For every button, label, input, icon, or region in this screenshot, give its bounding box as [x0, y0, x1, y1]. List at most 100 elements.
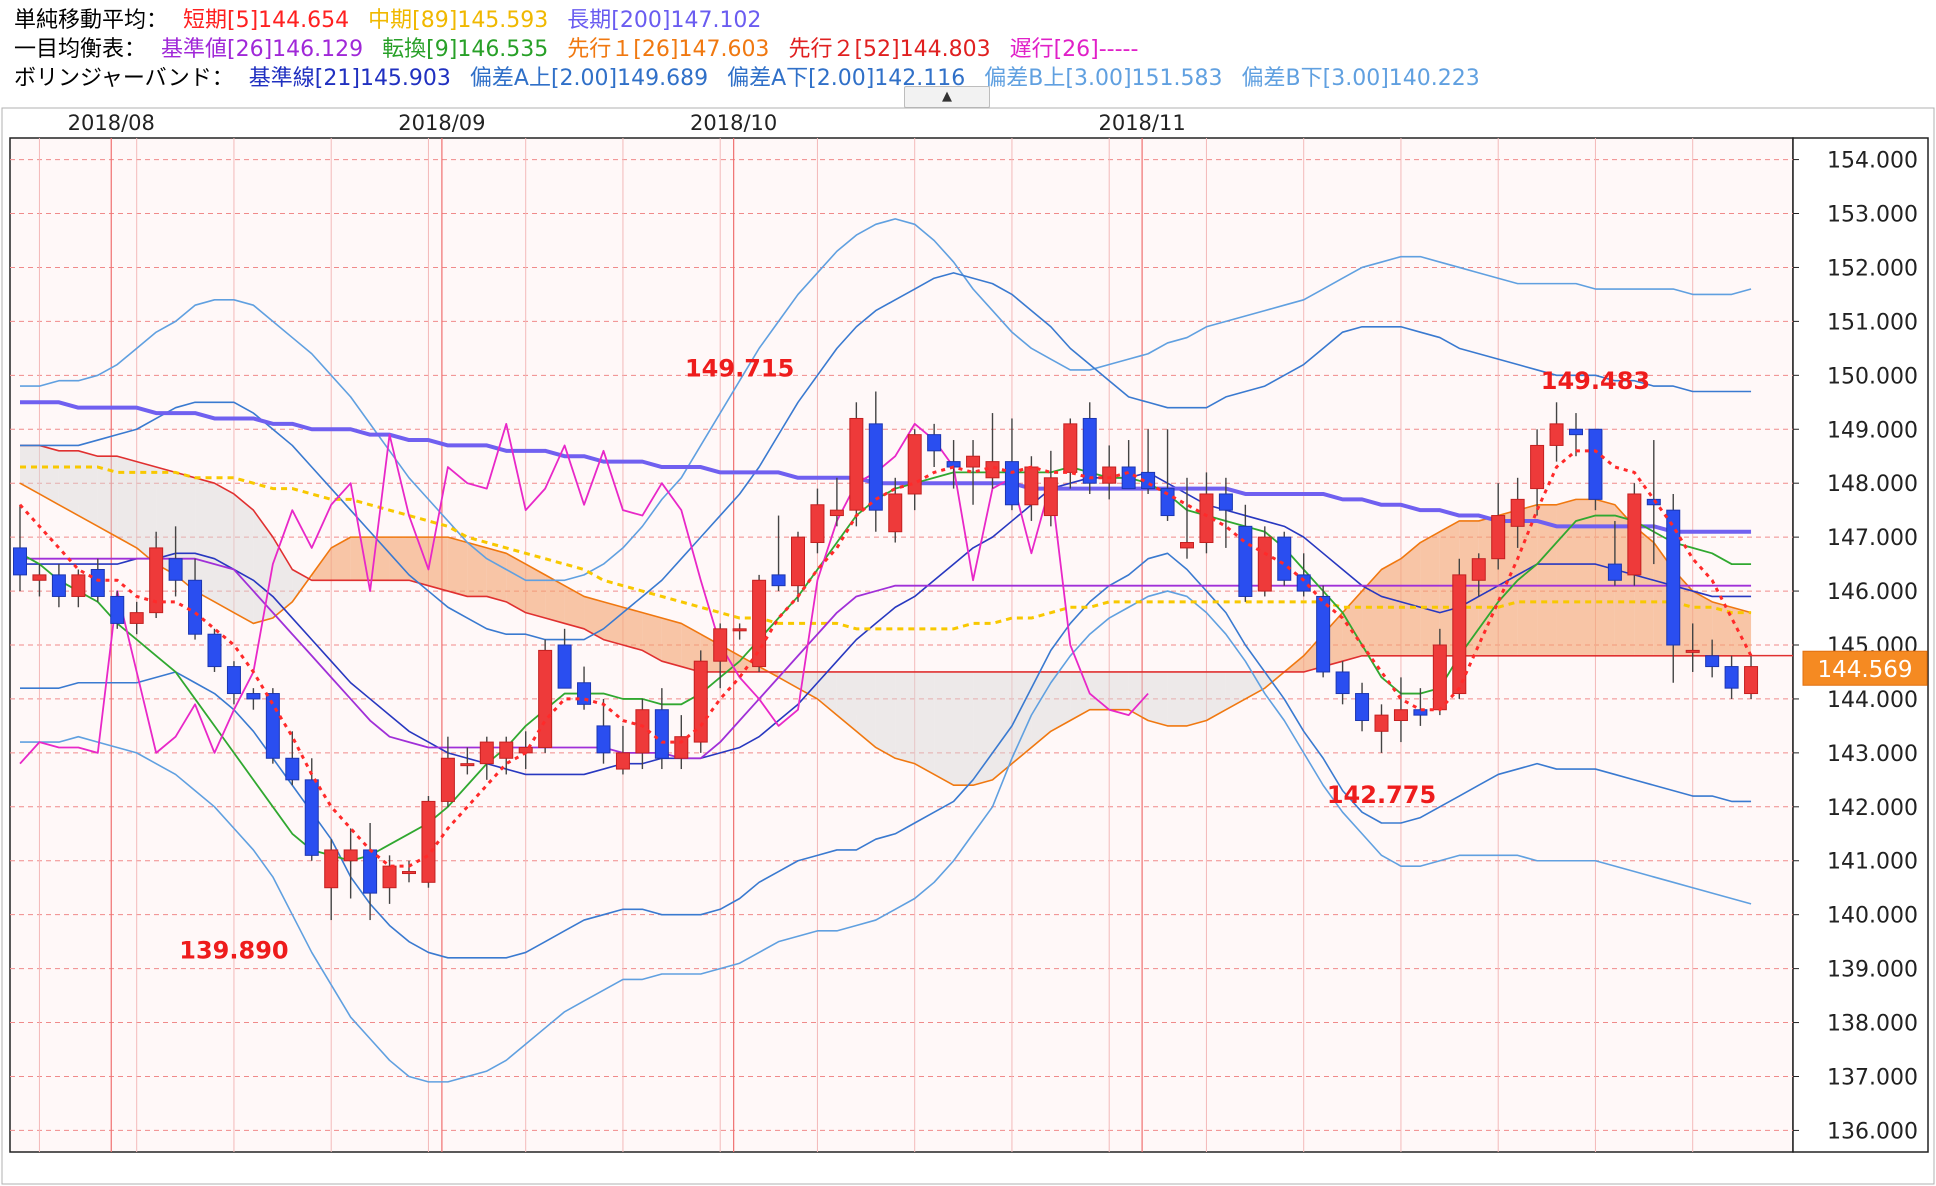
legend-sma-mid: 中期[89]145.593	[368, 8, 549, 33]
ichimoku-cloud	[1109, 671, 1129, 710]
ichimoku-cloud	[1167, 671, 1187, 726]
ichimoku-cloud	[856, 671, 876, 748]
candle	[810, 488, 825, 554]
candle	[1063, 418, 1078, 489]
candle	[1355, 682, 1370, 732]
y-tick-label: 136.000	[1827, 1119, 1918, 1144]
ichimoku-cloud	[97, 456, 118, 538]
candle-body	[1199, 493, 1214, 544]
candle	[1374, 704, 1389, 753]
ichimoku-cloud	[1089, 671, 1110, 710]
candle-body	[1510, 498, 1525, 527]
candle-body	[654, 709, 669, 759]
candle-body	[1432, 644, 1447, 711]
ichimoku-cloud	[467, 542, 487, 597]
legend-senkou2: 先行２[52]144.803	[788, 37, 991, 62]
ichimoku-cloud	[195, 477, 215, 602]
candle	[1316, 585, 1331, 678]
candle-body	[149, 547, 164, 614]
candle	[1257, 526, 1272, 597]
candle	[129, 601, 144, 635]
candle	[985, 413, 1000, 489]
candle-body	[849, 417, 864, 511]
candle	[285, 731, 300, 786]
chevron-up-icon: ▲	[942, 89, 952, 104]
legend-bollinger: ボリンジャーバンド： 基準線[21]145.903 偏差A上[2.00]149.…	[14, 64, 1492, 93]
ichimoku-cloud	[992, 671, 1012, 780]
candle	[1180, 477, 1194, 559]
ichimoku-cloud	[817, 671, 837, 716]
legend-sma-long: 長期[200]147.102	[567, 8, 762, 33]
candle-body	[129, 612, 144, 624]
x-month-label: 2018/08	[68, 111, 155, 135]
ichimoku-cloud	[1712, 601, 1732, 656]
candle	[1491, 483, 1506, 570]
candle-body	[732, 628, 747, 632]
sma-long-line	[20, 400, 1752, 534]
price-annotation: 149.715	[685, 355, 794, 383]
candle	[1510, 477, 1525, 548]
ichimoku-cloud	[1517, 504, 1538, 656]
ichimoku-cloud	[1050, 671, 1071, 732]
ichimoku-cloud	[20, 445, 40, 494]
ichimoku-cloud	[272, 537, 293, 619]
y-tick-label: 149.000	[1827, 418, 1918, 443]
candle	[1588, 428, 1603, 511]
candle-body	[1705, 655, 1720, 668]
ichimoku-cloud	[778, 671, 798, 689]
y-tick-label: 143.000	[1827, 742, 1918, 767]
y-tick-label: 144.000	[1827, 688, 1918, 713]
ichimoku-cloud	[447, 537, 468, 597]
candle	[1549, 402, 1564, 462]
ichimoku-cloud	[214, 483, 234, 613]
candle-body	[1063, 423, 1078, 473]
ichimoku-cloud	[428, 537, 448, 592]
ichimoku-cloud	[875, 671, 896, 759]
candle	[888, 477, 903, 543]
candle	[557, 628, 572, 689]
candle	[829, 477, 844, 527]
candle-body	[1471, 558, 1486, 581]
legend-sma: 単純移動平均： 短期[5]144.654 中期[89]145.593 長期[20…	[14, 6, 1492, 35]
candle-body	[596, 725, 611, 754]
legend: 単純移動平均： 短期[5]144.654 中期[89]145.593 長期[20…	[14, 6, 1492, 93]
candle-body	[1296, 574, 1311, 592]
candle	[1199, 472, 1214, 554]
candle-body	[1238, 525, 1253, 597]
candle	[693, 650, 708, 753]
candle-body	[713, 628, 728, 662]
ichimoku-cloud	[642, 612, 662, 662]
legend-bb-mid: 基準線[21]145.903	[248, 66, 451, 91]
candle-body	[1724, 666, 1739, 689]
y-tick-label: 139.000	[1827, 958, 1918, 983]
candle-body	[343, 849, 358, 862]
candle-body	[51, 574, 66, 597]
candle	[1666, 493, 1681, 683]
candle-body	[1102, 466, 1117, 484]
ichimoku-cloud	[1731, 607, 1752, 656]
candle	[1218, 477, 1233, 548]
candle-body	[1121, 466, 1136, 490]
candle-body	[1180, 542, 1194, 549]
candle-body	[1355, 693, 1370, 722]
y-tick-label: 146.000	[1827, 580, 1918, 605]
candle	[207, 628, 222, 672]
candle	[304, 758, 319, 861]
ichimoku-cloud	[545, 574, 565, 624]
candle	[966, 440, 981, 505]
ichimoku-cloud	[1400, 542, 1421, 656]
candle-body	[1004, 461, 1019, 506]
candle-body	[188, 579, 203, 635]
ichimoku-cloud	[58, 450, 79, 516]
y-tick-label: 138.000	[1827, 1012, 1918, 1037]
candle	[402, 860, 416, 883]
legend-bollinger-label: ボリンジャーバンド：	[14, 66, 234, 91]
candle-body	[810, 504, 825, 544]
ichimoku-cloud	[603, 601, 623, 645]
y-tick-label: 154.000	[1827, 149, 1918, 174]
bb-b-lower-line	[20, 590, 1752, 1083]
candle	[1569, 413, 1583, 457]
candle	[265, 688, 280, 764]
y-tick-label: 150.000	[1827, 364, 1918, 389]
